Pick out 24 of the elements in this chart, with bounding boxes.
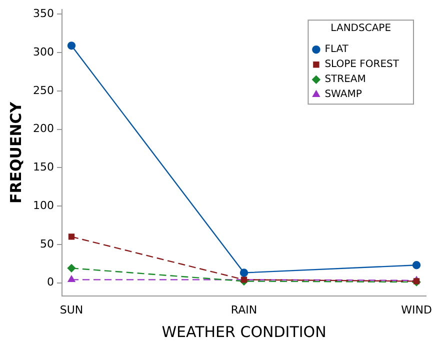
point [67, 264, 76, 272]
legend-label: SWAMP [324, 89, 362, 100]
y-tick-label: 0 [46, 276, 54, 289]
point [68, 234, 75, 240]
y-tick-label: 150 [32, 160, 54, 174]
point [67, 42, 76, 50]
x-tick-label: RAIN [230, 303, 258, 316]
x-tick-label: WIND [401, 303, 432, 316]
point [68, 276, 76, 282]
y-tick-label: 250 [32, 84, 54, 97]
y-tick-label: 300 [32, 45, 54, 58]
legend-title: LANDSCAPE [330, 23, 392, 34]
legend-label: STREAM [324, 74, 366, 86]
point [412, 261, 421, 270]
y-tick-label: 100 [32, 198, 54, 212]
legend-label: FLAT [324, 44, 350, 56]
y-tick-label: 200 [32, 122, 54, 136]
legend-label: SLOPE FOREST [324, 59, 400, 70]
x-axis-title: WEATHER CONDITION [162, 322, 326, 341]
y-tick-label: 350 [32, 7, 54, 20]
point [240, 268, 248, 277]
x-tick-label: SUN [60, 303, 84, 316]
y-tick-label: 50 [40, 237, 54, 250]
y-axis-title: FREQUENCY [6, 100, 25, 204]
